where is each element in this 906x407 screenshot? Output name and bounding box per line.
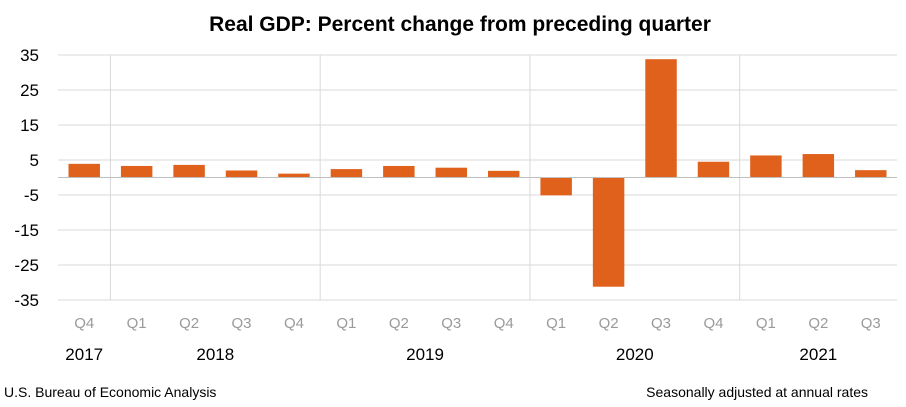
- quarter-label: Q4: [284, 315, 304, 332]
- quarter-label: Q3: [651, 315, 671, 332]
- bar: [68, 163, 100, 178]
- y-tick-label: 35: [20, 46, 39, 65]
- y-tick-label: -5: [24, 186, 39, 205]
- quarter-label: Q4: [703, 315, 723, 332]
- bar: [697, 161, 730, 178]
- y-tick-label: 5: [30, 151, 39, 170]
- bar: [645, 59, 677, 178]
- quarter-label: Q1: [756, 315, 776, 332]
- bar: [540, 177, 572, 196]
- quarter-label: Q2: [179, 315, 199, 332]
- bar: [173, 164, 205, 178]
- bar: [120, 165, 153, 178]
- y-tick-label: -35: [14, 291, 39, 310]
- y-tick-label: 25: [20, 81, 39, 100]
- y-axis-labels: 35 25 15 5 -5 -15 -25 -35: [14, 46, 39, 310]
- quarter-label: Q2: [808, 315, 828, 332]
- year-label: 2021: [799, 345, 837, 364]
- year-label: 2019: [406, 345, 444, 364]
- quarter-label: Q1: [127, 315, 147, 332]
- quarter-label: Q1: [336, 315, 356, 332]
- year-label: 2018: [196, 345, 234, 364]
- bar: [592, 177, 625, 287]
- y-tick-label: -15: [14, 221, 39, 240]
- bar: [750, 155, 782, 178]
- chart-title: Real GDP: Percent change from preceding …: [209, 13, 711, 36]
- bar: [855, 170, 887, 178]
- quarter-label: Q3: [441, 315, 461, 332]
- bar: [278, 173, 310, 178]
- bar: [330, 169, 363, 178]
- quarter-label: Q4: [74, 315, 94, 332]
- year-label: 2017: [65, 345, 103, 364]
- quarter-label: Q4: [494, 315, 514, 332]
- seasonal-note: Seasonally adjusted at annual rates: [646, 384, 868, 400]
- bar: [383, 165, 415, 178]
- y-tick-label: 15: [20, 116, 39, 135]
- bars: [68, 59, 887, 287]
- year-label: 2020: [616, 345, 654, 364]
- quarter-label: Q1: [546, 315, 566, 332]
- quarter-label: Q2: [389, 315, 409, 332]
- y-tick-label: -25: [14, 256, 39, 275]
- bar: [802, 154, 835, 178]
- quarter-label: Q2: [599, 315, 619, 332]
- bar: [435, 167, 468, 178]
- gridlines: [58, 54, 897, 301]
- source-note: U.S. Bureau of Economic Analysis: [4, 384, 216, 400]
- quarter-label: Q3: [861, 315, 881, 332]
- quarter-label: Q3: [232, 315, 252, 332]
- x-axis-labels: Q4 Q1 Q2 Q3 Q4 Q1 Q2 Q3 Q4 Q1 Q2 Q3 Q4 Q1 Q2 Q3 2017 2018…: [65, 315, 880, 364]
- bar: [225, 170, 258, 178]
- bar: [487, 170, 520, 178]
